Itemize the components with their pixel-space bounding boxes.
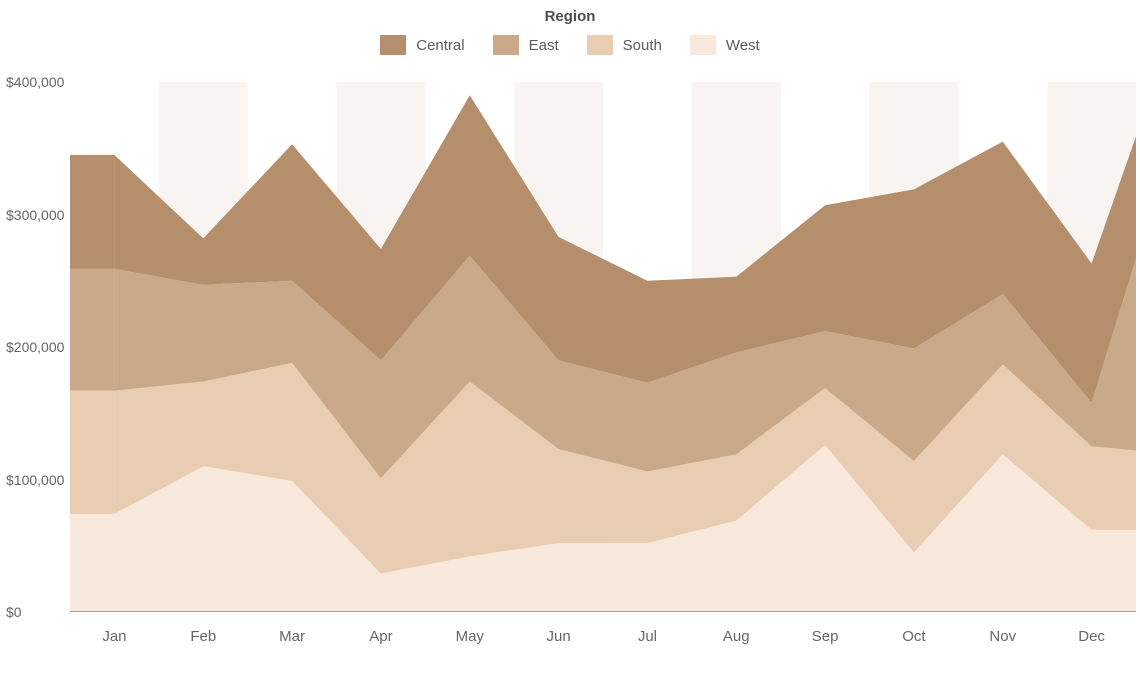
legend-item-west[interactable]: West — [690, 35, 760, 55]
x-tick-label: Dec — [1078, 628, 1105, 645]
y-tick-label: $300,000 — [6, 207, 64, 223]
legend-swatch — [690, 35, 716, 55]
legend-label: South — [623, 37, 662, 54]
x-axis: Jan Feb Mar Apr May Jun Jul Aug Sep Oct Nov Dec — [0, 628, 1140, 676]
area-edge-east — [70, 269, 114, 391]
y-tick-label: $0 — [6, 604, 22, 620]
area-edge-central — [70, 155, 114, 269]
x-tick-label: May — [456, 628, 484, 645]
plot-area — [70, 82, 1136, 612]
legend-label: East — [529, 37, 559, 54]
area-edge-west — [70, 514, 114, 612]
legend-swatch — [493, 35, 519, 55]
x-tick-label: Apr — [369, 628, 392, 645]
stacked-area-chart: Region Central East South West $0 $100,000 $2… — [0, 0, 1140, 676]
x-tick-label: Feb — [190, 628, 216, 645]
x-tick-label: Jan — [102, 628, 126, 645]
x-tick-label: Oct — [902, 628, 925, 645]
legend-item-east[interactable]: East — [493, 35, 559, 55]
x-tick-label: Sep — [812, 628, 839, 645]
legend-item-south[interactable]: South — [587, 35, 662, 55]
x-tick-label: Mar — [279, 628, 305, 645]
legend-swatch — [587, 35, 613, 55]
x-tick-label: Nov — [989, 628, 1016, 645]
legend-swatch — [380, 35, 406, 55]
legend-label: West — [726, 37, 760, 54]
legend-title: Region — [0, 8, 1140, 25]
area-edge-south — [70, 391, 114, 514]
x-tick-label: Aug — [723, 628, 750, 645]
x-tick-label: Jun — [546, 628, 570, 645]
y-tick-label: $100,000 — [6, 472, 64, 488]
y-tick-label: $400,000 — [6, 74, 64, 90]
legend-item-central[interactable]: Central — [380, 35, 464, 55]
legend: Region Central East South West — [0, 8, 1140, 60]
legend-label: Central — [416, 37, 464, 54]
x-tick-label: Jul — [638, 628, 657, 645]
y-tick-label: $200,000 — [6, 339, 64, 355]
legend-items: Central East South West — [380, 35, 759, 55]
